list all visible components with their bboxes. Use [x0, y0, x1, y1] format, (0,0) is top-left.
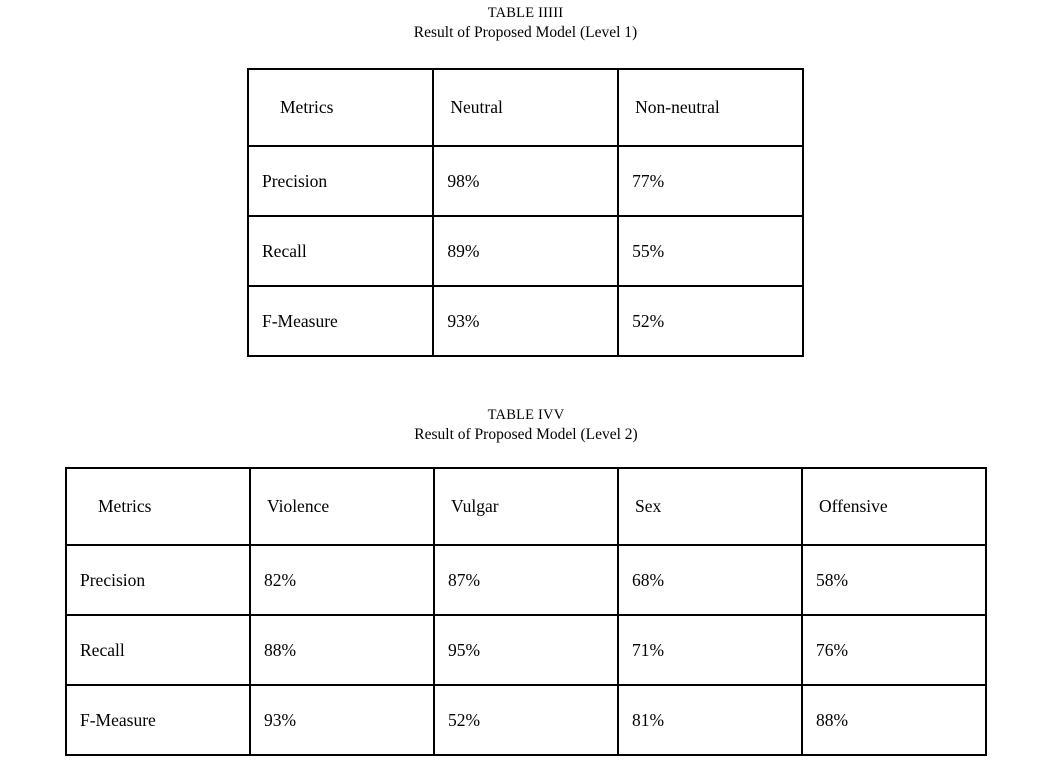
- table2-caption-title: TABLE IVV: [487, 407, 565, 423]
- table2-f-measure-label: F-Measure: [65, 684, 251, 756]
- table1-f-measure-non-neutral-value: 52%: [617, 285, 804, 357]
- table2-f-measure-violence-value: 93%: [249, 684, 435, 756]
- results-table-level2: Metrics Violence Vulgar Sex Offensive Pr…: [65, 467, 987, 756]
- table1-header-metrics: Metrics: [246, 68, 435, 147]
- table2-f-measure-vulgar-value: 52%: [433, 684, 619, 756]
- table2-row-f-measure: F-Measure 93% 52% 81% 88%: [65, 684, 987, 756]
- table2-header-offensive: Offensive: [801, 467, 987, 546]
- results-table-level1: Metrics Neutral Non-neutral Precision 98…: [246, 68, 804, 357]
- table1-caption-subtitle: Result of Proposed Model (Level 1): [413, 24, 638, 41]
- table2-precision-label: Precision: [65, 544, 251, 616]
- table2-header-violence: Violence: [249, 467, 435, 546]
- table1-f-measure-neutral-value: 93%: [432, 285, 620, 357]
- table1-precision-neutral-value: 98%: [432, 145, 620, 217]
- table1-recall-neutral-value: 89%: [432, 215, 620, 287]
- table1-row-recall: Recall 89% 55%: [246, 215, 804, 287]
- table2-recall-violence-value: 88%: [249, 614, 435, 686]
- table1-precision-label: Precision: [246, 145, 435, 217]
- table1-header-row: Metrics Neutral Non-neutral: [246, 68, 804, 147]
- table1-f-measure-label: F-Measure: [246, 285, 435, 357]
- table1-precision-non-neutral-value: 77%: [617, 145, 804, 217]
- table2-recall-label: Recall: [65, 614, 251, 686]
- table1-header-non-neutral: Non-neutral: [617, 68, 804, 147]
- table1-caption-title: TABLE IIIII: [487, 5, 564, 21]
- table2-caption-subtitle: Result of Proposed Model (Level 2): [414, 426, 638, 443]
- table2-header-metrics: Metrics: [65, 467, 251, 546]
- table2-header-sex: Sex: [617, 467, 803, 546]
- table2-recall-vulgar-value: 95%: [433, 614, 619, 686]
- table2-header-row: Metrics Violence Vulgar Sex Offensive: [65, 467, 987, 546]
- table2-precision-sex-value: 68%: [617, 544, 803, 616]
- table1-recall-label: Recall: [246, 215, 435, 287]
- table2-precision-vulgar-value: 87%: [433, 544, 619, 616]
- table1-caption: TABLE IIIII Result of Proposed Model (Le…: [247, 4, 804, 42]
- table1-recall-non-neutral-value: 55%: [617, 215, 804, 287]
- table2-precision-offensive-value: 58%: [801, 544, 987, 616]
- table1-header-neutral: Neutral: [432, 68, 620, 147]
- table2-header-vulgar: Vulgar: [433, 467, 619, 546]
- table1-row-precision: Precision 98% 77%: [246, 145, 804, 217]
- table2-row-precision: Precision 82% 87% 68% 58%: [65, 544, 987, 616]
- table2-f-measure-offensive-value: 88%: [801, 684, 987, 756]
- table1-row-f-measure: F-Measure 93% 52%: [246, 285, 804, 357]
- table2-f-measure-sex-value: 81%: [617, 684, 803, 756]
- table2-recall-offensive-value: 76%: [801, 614, 987, 686]
- table2-precision-violence-value: 82%: [249, 544, 435, 616]
- table2-caption: TABLE IVV Result of Proposed Model (Leve…: [65, 406, 987, 444]
- table2-row-recall: Recall 88% 95% 71% 76%: [65, 614, 987, 686]
- table2-recall-sex-value: 71%: [617, 614, 803, 686]
